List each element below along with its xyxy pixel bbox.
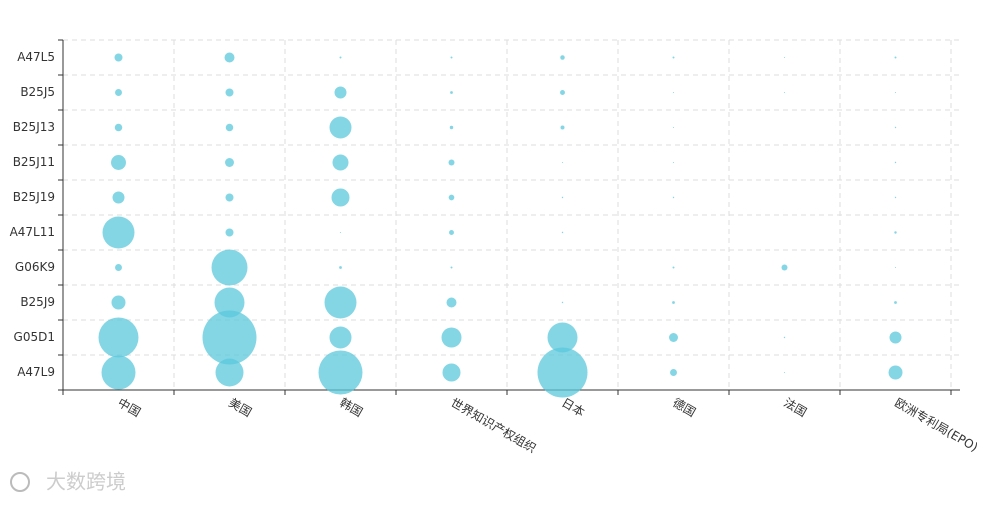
bubble (670, 369, 677, 376)
y-tick-label: B25J19 (13, 190, 55, 204)
bubble (115, 264, 122, 271)
bubble (672, 196, 675, 199)
bubble (560, 55, 565, 60)
bubble (112, 191, 125, 204)
y-tick-label: B25J11 (13, 155, 55, 169)
bubble (669, 333, 678, 342)
bubble (561, 161, 564, 164)
y-tick-label: A47L5 (17, 50, 55, 64)
bubble (114, 123, 123, 132)
bubble (324, 286, 357, 319)
y-tick-label: G05D1 (14, 330, 55, 344)
bubble (894, 56, 897, 59)
y-tick-label: B25J9 (20, 295, 55, 309)
watermark-icon (10, 472, 30, 492)
x-tick-label: 德国 (670, 395, 698, 420)
bubble (332, 154, 349, 171)
bubble (672, 161, 675, 164)
y-tick-label: G06K9 (15, 260, 55, 274)
bubble (114, 53, 123, 62)
bubble (441, 327, 462, 348)
bubble (331, 188, 350, 207)
bubble (561, 196, 564, 199)
bubble (888, 365, 903, 380)
bubble (547, 322, 578, 353)
x-tick-label: 欧洲专利局(EPO) (892, 395, 981, 455)
bubble (450, 266, 453, 269)
x-tick-label: 世界知识产权组织 (448, 396, 538, 456)
y-tick-label: A47L11 (10, 225, 55, 239)
bubble (537, 347, 588, 398)
bubble (98, 317, 139, 358)
bubble (202, 310, 257, 365)
bubble (449, 230, 454, 235)
x-tick-label: 日本 (559, 396, 587, 420)
bubble (101, 355, 136, 390)
bubble (339, 266, 342, 269)
bubble (894, 301, 897, 304)
bubble (442, 363, 461, 382)
bubble (894, 161, 897, 164)
watermark: 大数跨境 (10, 470, 126, 494)
bubble (111, 155, 126, 170)
bubble (214, 287, 245, 318)
bubble (334, 86, 347, 99)
bubble (561, 231, 564, 234)
bubble (318, 350, 363, 395)
bubble (672, 56, 675, 59)
bubble (448, 194, 455, 201)
watermark-text: 大数跨境 (46, 470, 126, 494)
bubble (215, 358, 244, 387)
bubble (224, 52, 235, 63)
y-tick-label: B25J13 (13, 120, 55, 134)
bubble (225, 158, 234, 167)
bubble (450, 91, 453, 94)
bubble (102, 216, 135, 249)
bubble (672, 91, 675, 94)
bubble (225, 193, 234, 202)
x-tick-label: 中国 (115, 395, 143, 420)
bubble (450, 56, 453, 59)
bubble (781, 264, 788, 271)
x-tick-label: 美国 (226, 396, 254, 420)
bubble (894, 91, 897, 94)
x-tick-label: 法国 (781, 396, 809, 420)
bubble (783, 56, 786, 59)
x-tick-label: 韩国 (337, 395, 365, 420)
bubble (783, 371, 786, 374)
bubble (225, 123, 234, 132)
bubble (894, 126, 897, 129)
bubble (448, 159, 455, 166)
bubble (672, 126, 675, 129)
bubble (329, 116, 352, 139)
bubble (115, 89, 122, 96)
bubble (783, 336, 786, 339)
bubble (894, 266, 897, 269)
bubble (339, 56, 342, 59)
bubble (211, 249, 248, 286)
bubble (672, 266, 675, 269)
bubble (783, 91, 786, 94)
bubble (329, 326, 352, 349)
bubble (225, 228, 234, 237)
y-tick-label: B25J5 (20, 85, 55, 99)
bubble (449, 125, 454, 130)
bubble (561, 301, 564, 304)
bubble (446, 297, 457, 308)
bubble (889, 331, 902, 344)
y-tick-label: A47L9 (17, 365, 55, 379)
bubble (111, 295, 126, 310)
bubble (894, 196, 897, 199)
bubble (339, 231, 342, 234)
bubble (672, 301, 675, 304)
bubble (894, 231, 897, 234)
bubble (225, 88, 234, 97)
bubble (560, 125, 565, 130)
bubble (560, 90, 565, 95)
